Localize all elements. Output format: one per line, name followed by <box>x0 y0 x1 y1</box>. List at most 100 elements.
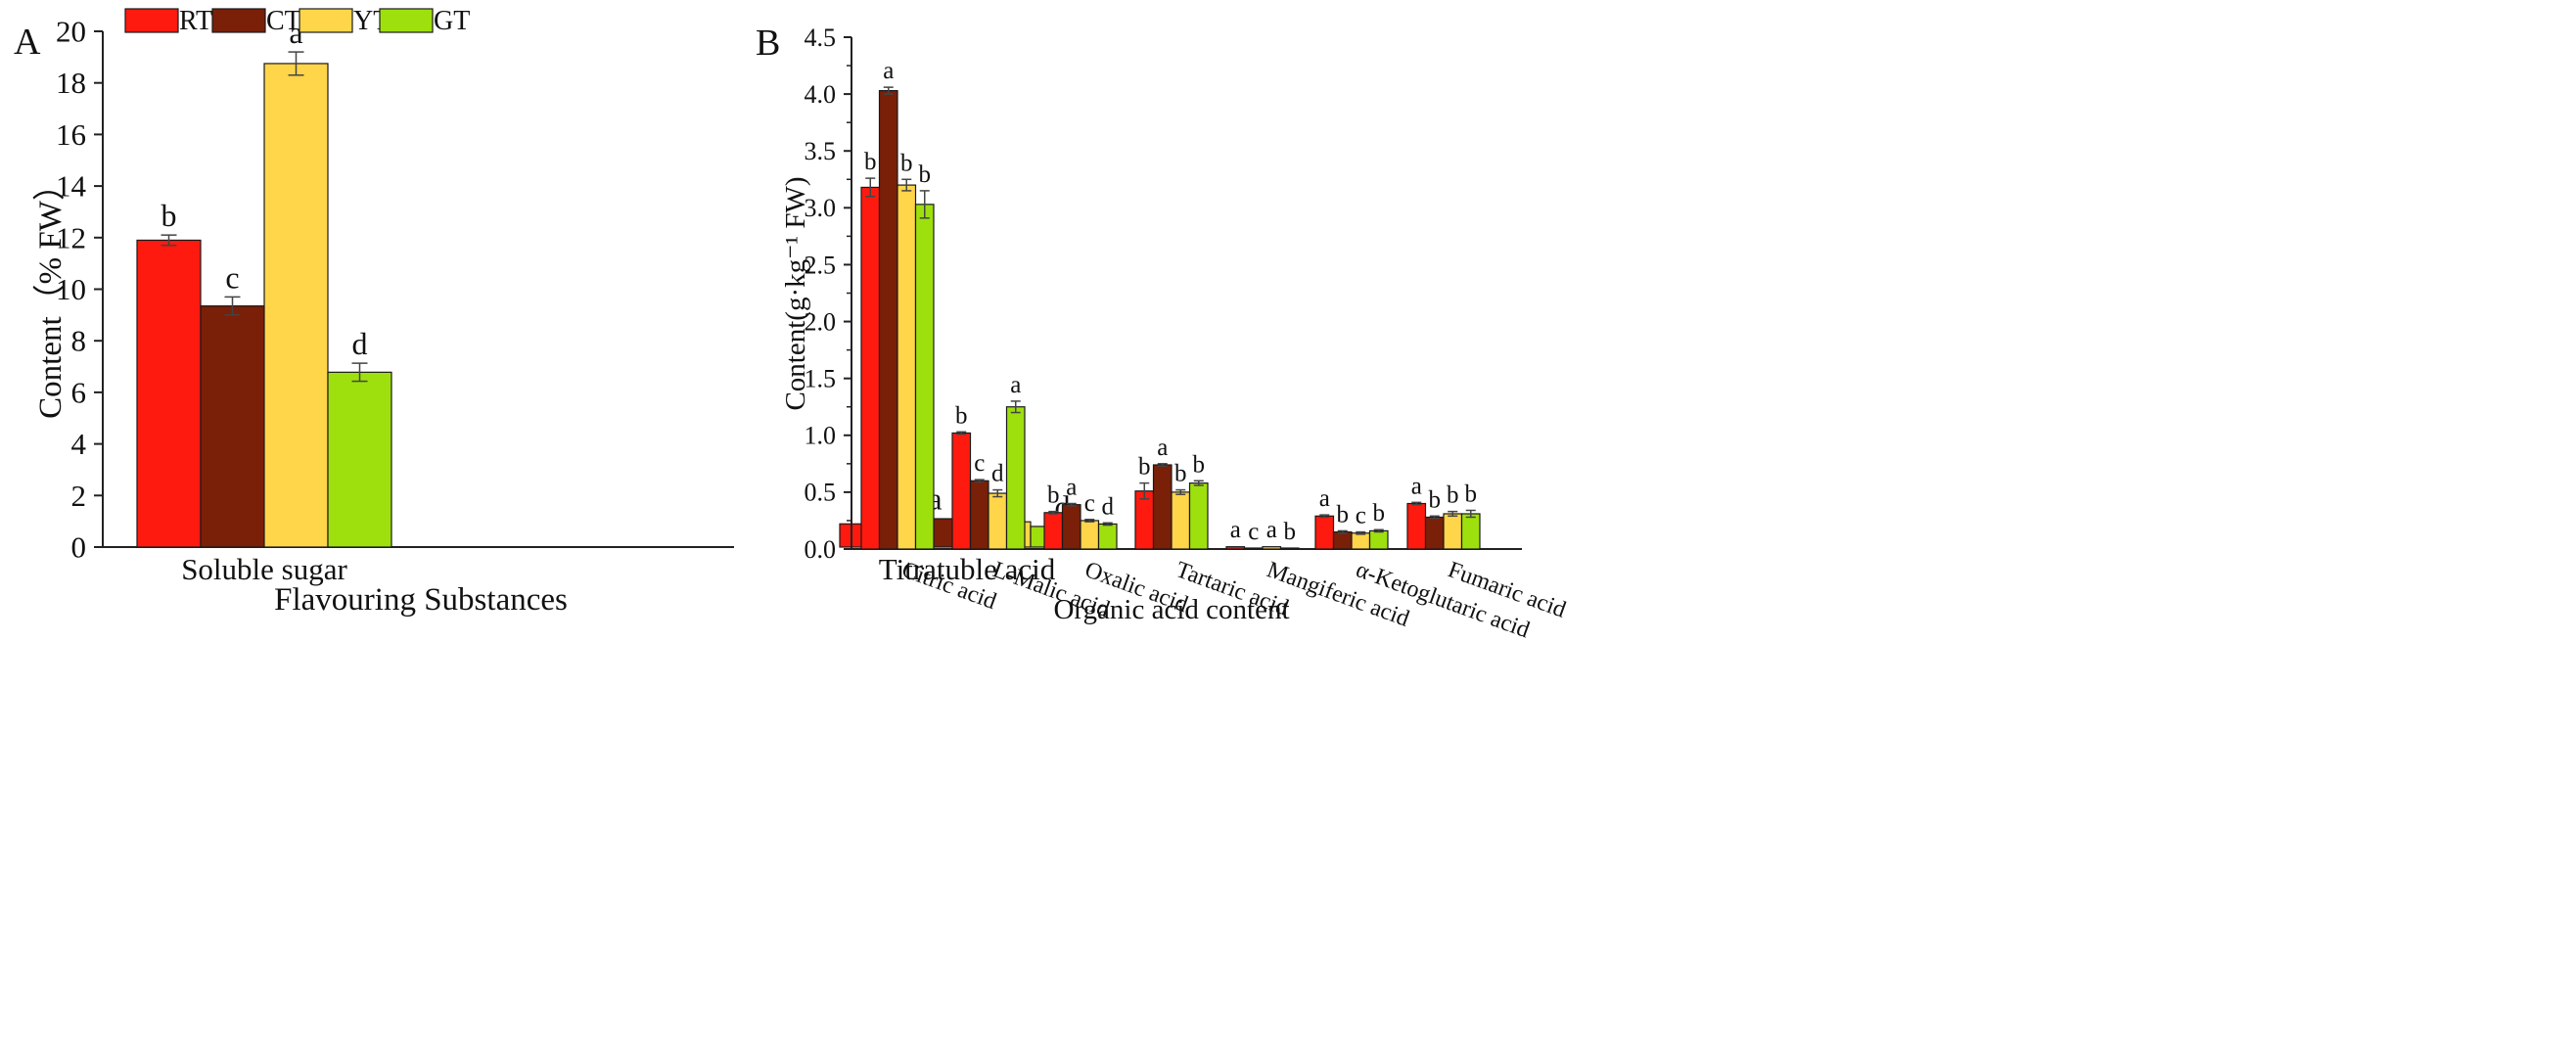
bar-gt-fumaric-acid <box>1460 513 1481 550</box>
significance-letter: a <box>1157 435 1168 461</box>
y-tick-label: 16 <box>56 117 86 152</box>
significance-letter: d <box>1102 493 1115 520</box>
significance-letter: b <box>1138 454 1151 481</box>
bar-gt-ketoglutaric-acid <box>1368 529 1389 550</box>
significance-letter: c <box>1356 503 1366 529</box>
y-tick-label: 0.0 <box>805 535 837 564</box>
significance-letter: b <box>919 161 932 188</box>
significance-letter: a <box>1319 485 1330 512</box>
y-tick-label: 0.5 <box>805 479 837 507</box>
bar-yt-oxalic-acid <box>1080 520 1100 550</box>
bar-yt-citric-acid <box>897 184 917 550</box>
bar-gt-l-malic-acid <box>1005 406 1026 550</box>
legend-swatch-rt <box>124 8 179 33</box>
significance-letter: d <box>991 461 1004 487</box>
bar-gt-citric-acid <box>914 204 935 550</box>
significance-letter: a <box>883 58 894 84</box>
legend-label-ct: CT <box>266 6 301 36</box>
legend-swatch-ct <box>211 8 266 33</box>
significance-letter: b <box>1337 501 1350 528</box>
legend-label-rt: RT <box>179 6 212 36</box>
y-tick-label: 20 <box>56 15 86 49</box>
y-tick-label: 10 <box>56 272 86 306</box>
x-tick-label-titratuble-acid: Titratuble acid <box>879 552 1056 586</box>
y-tick-label: 8 <box>71 324 87 358</box>
y-axis-title: Content（% FW） <box>33 168 69 419</box>
significance-letter: a <box>1266 517 1277 543</box>
y-tick-label: 6 <box>71 375 87 409</box>
panel-label: B <box>756 23 780 64</box>
significance-letter: b <box>900 150 913 176</box>
y-tick-label: 1.0 <box>805 422 837 450</box>
significance-letter: b <box>1373 500 1386 527</box>
bar-ct-tartaric-acid <box>1152 464 1173 550</box>
bar-gt-soluble-sugar <box>327 371 392 548</box>
y-tick-label: 4.0 <box>805 80 837 109</box>
significance-letter: c <box>225 259 239 295</box>
panel-label: A <box>14 22 41 63</box>
bar-yt-fumaric-acid <box>1443 513 1463 550</box>
bar-ct-mangiferic-acid <box>1243 547 1264 550</box>
bar-rt-tartaric-acid <box>1134 490 1155 550</box>
bar-ct-ketoglutaric-acid <box>1332 530 1353 550</box>
y-tick-label: 0 <box>71 530 87 565</box>
significance-letter: c <box>1248 519 1259 545</box>
bar-ct-oxalic-acid <box>1061 504 1081 550</box>
bar-gt-mangiferic-acid <box>1279 547 1300 550</box>
significance-letter: b <box>1174 461 1187 487</box>
bar-yt-mangiferic-acid <box>1262 546 1282 550</box>
y-tick-label: 14 <box>56 169 87 204</box>
significance-letter: b <box>955 402 968 429</box>
significance-letter: b <box>161 198 177 233</box>
significance-letter: a <box>1066 475 1077 501</box>
legend-swatch-yt <box>299 8 353 33</box>
x-axis-title: Flavouring Substances <box>274 582 568 618</box>
bar-gt-oxalic-acid <box>1097 523 1118 550</box>
y-tick-label: 3.0 <box>805 194 837 222</box>
bar-rt-mangiferic-acid <box>1225 546 1246 550</box>
bar-yt-tartaric-acid <box>1171 491 1191 550</box>
bar-rt-fumaric-acid <box>1406 502 1427 550</box>
significance-letter: b <box>1465 481 1478 507</box>
y-tick-label: 18 <box>56 66 86 100</box>
x-tick-label-soluble-sugar: Soluble sugar <box>181 552 347 586</box>
significance-letter: b <box>1047 482 1060 509</box>
y-axis-title: Content(g·kg⁻¹ FW) <box>780 176 811 410</box>
significance-letter: d <box>352 326 368 361</box>
y-tick-label: 12 <box>56 220 86 254</box>
y-tick-label: 2.0 <box>805 307 837 336</box>
bar-ct-citric-acid <box>878 90 898 550</box>
y-tick-label: 4 <box>71 427 87 461</box>
y-tick-label: 2 <box>71 479 87 513</box>
bar-yt-ketoglutaric-acid <box>1351 532 1371 550</box>
significance-letter: b <box>1447 482 1459 509</box>
bar-rt-citric-acid <box>860 186 881 550</box>
bar-rt-l-malic-acid <box>951 432 972 550</box>
legend-swatch-gt <box>379 8 434 33</box>
significance-letter: a <box>1411 473 1422 499</box>
bar-rt-oxalic-acid <box>1043 512 1064 550</box>
legend-label-gt: GT <box>434 6 470 36</box>
x-axis-title: Organic acid content <box>1053 594 1289 625</box>
bar-gt-tartaric-acid <box>1188 482 1209 550</box>
significance-letter: b <box>1193 451 1206 478</box>
y-tick-label: 2.5 <box>805 251 837 279</box>
y-tick-label: 3.5 <box>805 137 837 165</box>
bar-rt-ketoglutaric-acid <box>1314 515 1335 550</box>
significance-letter: c <box>1084 490 1095 517</box>
significance-letter: c <box>974 450 985 477</box>
bar-ct-l-malic-acid <box>969 480 989 550</box>
legend: RT CT YT GT <box>124 6 470 36</box>
significance-letter: b <box>1284 519 1297 545</box>
significance-letter: b <box>1429 486 1442 513</box>
bar-ct-soluble-sugar <box>200 305 265 548</box>
bar-rt-soluble-sugar <box>136 239 202 548</box>
bar-yt-l-malic-acid <box>988 492 1008 550</box>
bar-yt-soluble-sugar <box>263 63 329 548</box>
significance-letter: a <box>1230 517 1241 543</box>
significance-letter: b <box>864 149 877 175</box>
bar-ct-fumaric-acid <box>1424 516 1445 550</box>
